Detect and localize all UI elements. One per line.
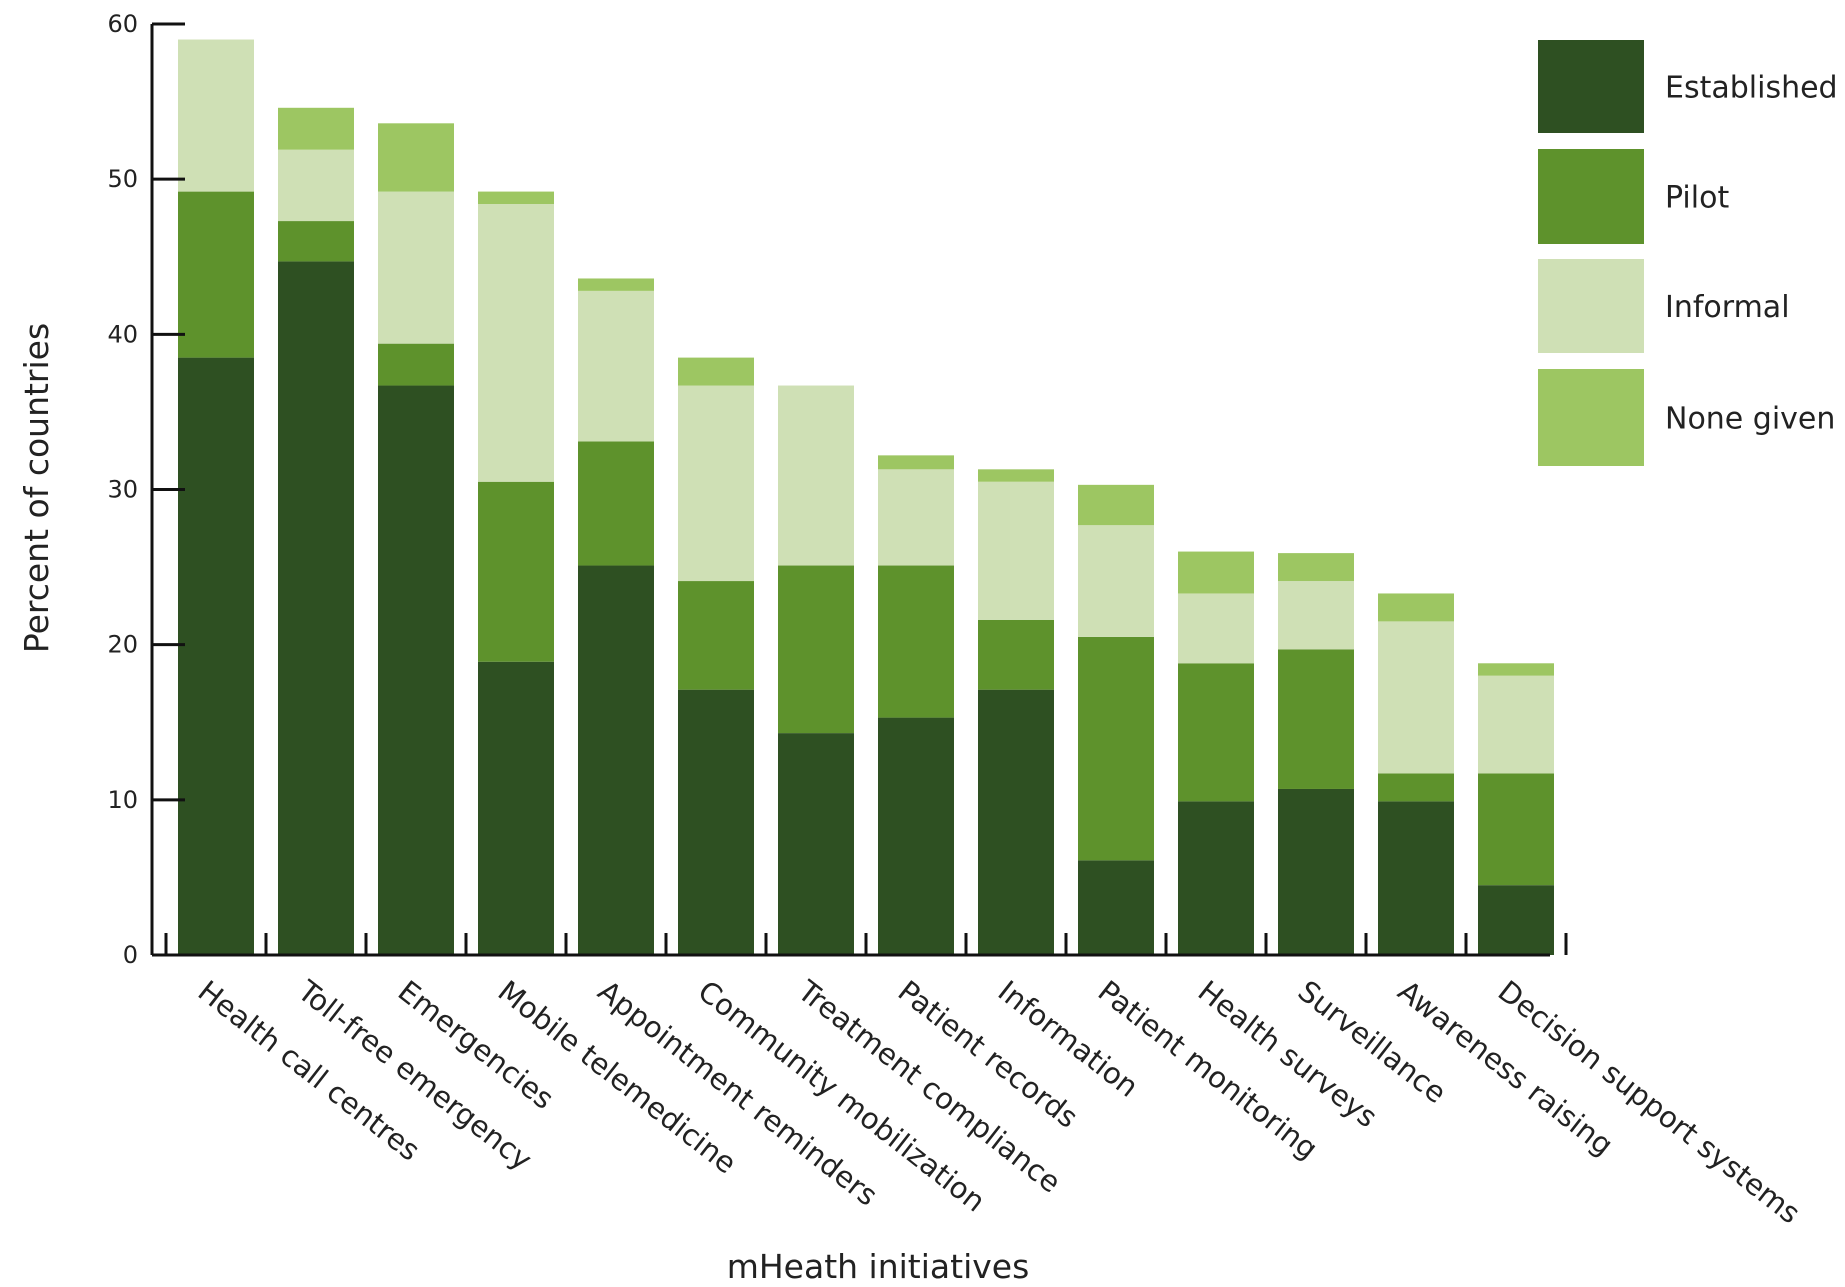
- bar-appointment-reminders-none-given: [578, 278, 654, 291]
- bar-awareness-raising-pilot: [1378, 773, 1454, 802]
- bar-health-surveys-pilot: [1178, 663, 1254, 802]
- y-tick-label: 10: [107, 786, 138, 814]
- legend-label-pilot: Pilot: [1665, 181, 1729, 216]
- bar-health-call-centres-established: [178, 357, 254, 955]
- bar-patient-monitoring-pilot: [1078, 636, 1154, 861]
- bar-surveillance-pilot: [1278, 649, 1354, 789]
- bar-awareness-raising-informal: [1378, 621, 1454, 774]
- y-tick-label: 50: [107, 165, 138, 193]
- bar-surveillance-none-given: [1278, 553, 1354, 582]
- bar-health-call-centres-pilot: [178, 191, 254, 358]
- bar-health-surveys-informal: [1178, 593, 1254, 664]
- bar-community-mobilization-established: [678, 689, 754, 955]
- bar-emergencies-established: [378, 385, 454, 955]
- bar-patient-records-none-given: [878, 455, 954, 470]
- bar-patient-records-pilot: [878, 565, 954, 718]
- bar-mobile-telemedicine-pilot: [478, 481, 554, 662]
- bar-treatment-compliance-established: [778, 733, 854, 955]
- bar-toll-free-emergency-established: [278, 261, 354, 955]
- bar-information-pilot: [978, 619, 1054, 690]
- bar-toll-free-emergency-none-given: [278, 107, 354, 150]
- bar-patient-monitoring-informal: [1078, 525, 1154, 637]
- bars-group: [178, 39, 1554, 955]
- bar-health-call-centres-informal: [178, 39, 254, 192]
- bar-emergencies-none-given: [378, 123, 454, 192]
- bar-surveillance-established: [1278, 788, 1354, 955]
- legend-swatch-established: [1538, 40, 1644, 133]
- bar-community-mobilization-informal: [678, 385, 754, 582]
- y-tick-label: 0: [123, 941, 138, 969]
- bar-appointment-reminders-informal: [578, 290, 654, 442]
- x-axis-title: mHeath initiatives: [727, 1247, 1030, 1286]
- bar-decision-support-systems-established: [1478, 885, 1554, 955]
- y-tick-label: 20: [107, 631, 138, 659]
- bar-community-mobilization-pilot: [678, 581, 754, 690]
- bar-decision-support-systems-pilot: [1478, 773, 1554, 886]
- bar-treatment-compliance-informal: [778, 385, 854, 566]
- bar-patient-monitoring-none-given: [1078, 484, 1154, 526]
- y-tick-label: 60: [107, 10, 138, 38]
- bar-toll-free-emergency-informal: [278, 149, 354, 222]
- bar-information-informal: [978, 481, 1054, 620]
- y-ticks-group: 0 10 20 30 40 50 60: [107, 10, 185, 969]
- bar-information-established: [978, 689, 1054, 955]
- bar-health-surveys-established: [1178, 801, 1254, 955]
- bar-patient-monitoring-established: [1078, 860, 1154, 955]
- bar-treatment-compliance-pilot: [778, 565, 854, 734]
- y-axis-title: Percent of countries: [17, 323, 56, 653]
- y-tick-label: 40: [107, 320, 138, 348]
- legend: Established Pilot Informal None given: [1538, 40, 1838, 466]
- bar-awareness-raising-established: [1378, 801, 1454, 955]
- bar-toll-free-emergency-pilot: [278, 221, 354, 262]
- legend-label-established: Established: [1665, 71, 1838, 106]
- bar-surveillance-informal: [1278, 581, 1354, 650]
- bar-emergencies-pilot: [378, 343, 454, 386]
- bar-health-surveys-none-given: [1178, 551, 1254, 594]
- legend-label-informal: Informal: [1665, 290, 1790, 325]
- legend-swatch-pilot: [1538, 149, 1644, 244]
- legend-swatch-informal: [1538, 259, 1644, 353]
- bar-mobile-telemedicine-informal: [478, 203, 554, 482]
- bar-appointment-reminders-established: [578, 565, 654, 955]
- x-ticks-group: [164, 933, 1568, 955]
- bar-decision-support-systems-none-given: [1478, 663, 1554, 676]
- bar-awareness-raising-none-given: [1378, 593, 1454, 622]
- legend-swatch-none-given: [1538, 369, 1644, 466]
- y-tick-label: 30: [107, 476, 138, 504]
- bar-patient-records-informal: [878, 469, 954, 566]
- bar-patient-records-established: [878, 717, 954, 955]
- bar-mobile-telemedicine-none-given: [478, 191, 554, 204]
- bar-appointment-reminders-pilot: [578, 441, 654, 566]
- bar-emergencies-informal: [378, 191, 454, 344]
- bar-decision-support-systems-informal: [1478, 675, 1554, 774]
- bar-mobile-telemedicine-established: [478, 661, 554, 955]
- bar-information-none-given: [978, 469, 1054, 482]
- legend-label-none-given: None given: [1665, 402, 1835, 437]
- bar-community-mobilization-none-given: [678, 357, 754, 386]
